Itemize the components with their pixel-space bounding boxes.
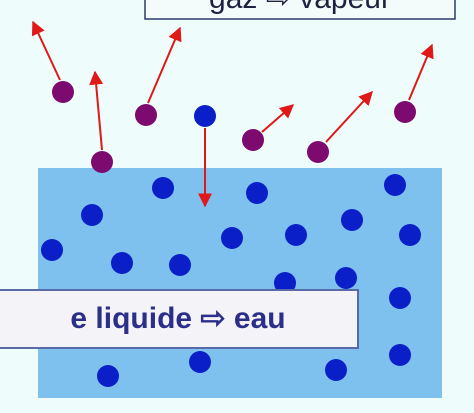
molecule	[194, 105, 216, 127]
molecule	[394, 101, 416, 123]
molecule	[384, 174, 406, 196]
molecule	[389, 287, 411, 309]
liquid	[38, 168, 442, 398]
molecule	[91, 151, 113, 173]
molecule	[52, 81, 74, 103]
molecule	[152, 177, 174, 199]
molecule	[135, 104, 157, 126]
molecule	[389, 344, 411, 366]
top-box: gaz ⇨ vapeur	[145, 0, 455, 19]
molecule	[335, 267, 357, 289]
molecule	[285, 224, 307, 246]
molecule	[41, 239, 63, 261]
bottom-box: e liquide ⇨ eau	[0, 290, 358, 348]
molecule	[97, 365, 119, 387]
molecule	[246, 182, 268, 204]
molecule	[307, 141, 329, 163]
page: gaz ⇨ vapeur	[0, 0, 474, 413]
molecule	[325, 359, 347, 381]
molecule	[242, 129, 264, 151]
evaporation-diagram: gaz ⇨ vapeur	[0, 0, 474, 413]
molecule	[399, 224, 421, 246]
molecule	[221, 227, 243, 249]
molecule	[111, 252, 133, 274]
top-label: gaz ⇨ vapeur	[209, 0, 391, 15]
bottom-label: e liquide ⇨ eau	[70, 302, 285, 335]
molecule	[169, 254, 191, 276]
molecule	[81, 204, 103, 226]
molecule	[341, 209, 363, 231]
molecule	[189, 351, 211, 373]
